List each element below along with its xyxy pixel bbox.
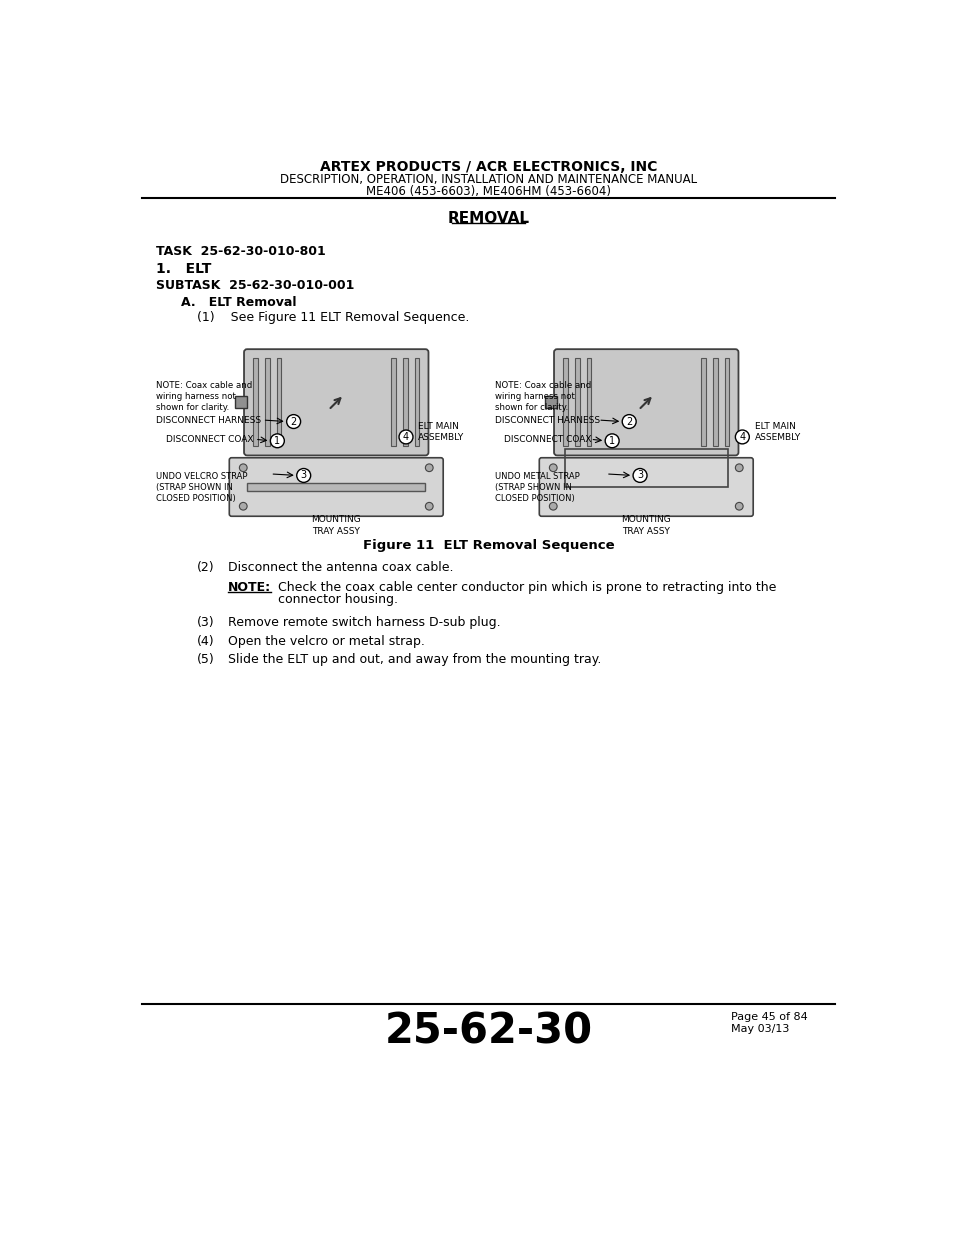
Text: Check the coax cable center conductor pin which is prone to retracting into the: Check the coax cable center conductor pi… bbox=[278, 580, 776, 594]
Text: DISCONNECT COAX: DISCONNECT COAX bbox=[166, 436, 253, 445]
Text: 1.   ELT: 1. ELT bbox=[156, 262, 212, 277]
Bar bbox=[402, 358, 407, 446]
Bar bbox=[247, 483, 425, 490]
Circle shape bbox=[735, 430, 748, 443]
Circle shape bbox=[633, 468, 646, 483]
Bar bbox=[265, 358, 270, 446]
Text: Figure 11  ELT Removal Sequence: Figure 11 ELT Removal Sequence bbox=[363, 540, 614, 552]
Bar bbox=[712, 358, 717, 446]
FancyBboxPatch shape bbox=[229, 458, 443, 516]
Bar bbox=[235, 396, 247, 409]
Circle shape bbox=[621, 415, 636, 429]
Text: (5): (5) bbox=[196, 653, 214, 667]
Bar bbox=[562, 358, 567, 446]
Text: DESCRIPTION, OPERATION, INSTALLATION AND MAINTENANCE MANUAL: DESCRIPTION, OPERATION, INSTALLATION AND… bbox=[280, 173, 697, 185]
Text: REMOVAL: REMOVAL bbox=[448, 211, 529, 226]
Circle shape bbox=[549, 464, 557, 472]
Text: connector housing.: connector housing. bbox=[278, 593, 397, 606]
Text: ELT MAIN
ASSEMBLY: ELT MAIN ASSEMBLY bbox=[417, 421, 463, 442]
Circle shape bbox=[425, 464, 433, 472]
Text: 4: 4 bbox=[739, 432, 744, 442]
Bar bbox=[276, 358, 281, 446]
Bar bbox=[575, 358, 579, 446]
Text: (3): (3) bbox=[196, 616, 214, 630]
Circle shape bbox=[604, 433, 618, 448]
Text: 4: 4 bbox=[402, 432, 409, 442]
Text: Open the velcro or metal strap.: Open the velcro or metal strap. bbox=[228, 635, 424, 648]
Bar bbox=[586, 358, 591, 446]
Bar bbox=[700, 358, 705, 446]
Text: Slide the ELT up and out, and away from the mounting tray.: Slide the ELT up and out, and away from … bbox=[228, 653, 600, 667]
Circle shape bbox=[425, 503, 433, 510]
Text: ELT MAIN
ASSEMBLY: ELT MAIN ASSEMBLY bbox=[754, 421, 801, 442]
Text: DISCONNECT HARNESS: DISCONNECT HARNESS bbox=[495, 416, 599, 425]
Circle shape bbox=[239, 464, 247, 472]
Text: NOTE: Coax cable and
wiring harness not
shown for clarity.: NOTE: Coax cable and wiring harness not … bbox=[495, 380, 591, 412]
Text: ARTEX PRODUCTS / ACR ELECTRONICS, INC: ARTEX PRODUCTS / ACR ELECTRONICS, INC bbox=[320, 159, 657, 174]
Text: Remove remote switch harness D-sub plug.: Remove remote switch harness D-sub plug. bbox=[228, 616, 500, 630]
Text: SUBTASK  25-62-30-010-001: SUBTASK 25-62-30-010-001 bbox=[156, 279, 355, 293]
Circle shape bbox=[735, 464, 742, 472]
Text: MOUNTING
TRAY ASSY: MOUNTING TRAY ASSY bbox=[311, 515, 361, 536]
FancyBboxPatch shape bbox=[538, 458, 753, 516]
Bar bbox=[545, 396, 557, 409]
Circle shape bbox=[398, 430, 413, 443]
Bar bbox=[391, 358, 395, 446]
FancyBboxPatch shape bbox=[244, 350, 428, 456]
Text: Page 45 of 84: Page 45 of 84 bbox=[731, 1013, 807, 1023]
Bar bbox=[415, 358, 418, 446]
Text: MOUNTING
TRAY ASSY: MOUNTING TRAY ASSY bbox=[620, 515, 670, 536]
Circle shape bbox=[270, 433, 284, 448]
Circle shape bbox=[286, 415, 300, 429]
Text: 1: 1 bbox=[608, 436, 615, 446]
Text: 3: 3 bbox=[637, 471, 642, 480]
Text: NOTE:: NOTE: bbox=[228, 580, 271, 594]
Text: DISCONNECT COAX: DISCONNECT COAX bbox=[504, 436, 591, 445]
Text: (2): (2) bbox=[196, 561, 214, 574]
Text: NOTE: Coax cable and
wiring harness not
shown for clarity.: NOTE: Coax cable and wiring harness not … bbox=[156, 380, 253, 412]
Bar bbox=[253, 358, 257, 446]
Text: DISCONNECT HARNESS: DISCONNECT HARNESS bbox=[156, 416, 261, 425]
Text: UNDO VELCRO STRAP
(STRAP SHOWN IN
CLOSED POSITION): UNDO VELCRO STRAP (STRAP SHOWN IN CLOSED… bbox=[156, 472, 248, 503]
Bar bbox=[723, 358, 728, 446]
Text: Disconnect the antenna coax cable.: Disconnect the antenna coax cable. bbox=[228, 561, 453, 574]
FancyBboxPatch shape bbox=[554, 350, 738, 456]
Circle shape bbox=[549, 503, 557, 510]
Text: (1)    See Figure 11 ELT Removal Sequence.: (1) See Figure 11 ELT Removal Sequence. bbox=[196, 311, 469, 325]
Text: UNDO METAL STRAP
(STRAP SHOWN IN
CLOSED POSITION): UNDO METAL STRAP (STRAP SHOWN IN CLOSED … bbox=[495, 472, 579, 503]
Text: 2: 2 bbox=[291, 416, 296, 426]
Text: A.   ELT Removal: A. ELT Removal bbox=[181, 296, 296, 309]
Circle shape bbox=[296, 468, 311, 483]
Circle shape bbox=[239, 503, 247, 510]
Text: 25-62-30: 25-62-30 bbox=[384, 1010, 593, 1052]
Text: 1: 1 bbox=[274, 436, 280, 446]
Text: (4): (4) bbox=[196, 635, 214, 648]
Text: 2: 2 bbox=[625, 416, 632, 426]
Text: May 03/13: May 03/13 bbox=[731, 1025, 789, 1035]
Text: TASK  25-62-30-010-801: TASK 25-62-30-010-801 bbox=[156, 246, 326, 258]
Text: 3: 3 bbox=[300, 471, 307, 480]
Text: ME406 (453-6603), ME406HM (453-6604): ME406 (453-6603), ME406HM (453-6604) bbox=[366, 185, 611, 198]
Circle shape bbox=[735, 503, 742, 510]
